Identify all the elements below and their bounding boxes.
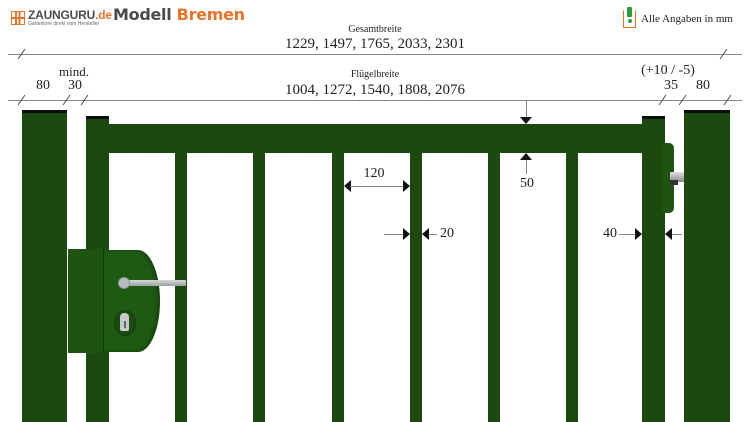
units-note-text: Alle Angaben in mm — [641, 13, 733, 25]
arrow-left-icon — [665, 228, 672, 240]
post-cap — [684, 110, 730, 113]
stile-cap — [86, 116, 109, 119]
lock-box — [104, 250, 160, 352]
frame-dim-line — [619, 234, 635, 235]
model-title: Modell Bremen — [113, 5, 245, 24]
arrow-right-icon — [635, 228, 642, 240]
door-handle-icon — [124, 280, 186, 286]
lock-plate — [68, 249, 104, 353]
picket — [332, 153, 344, 422]
picket — [175, 153, 187, 422]
top-rail — [109, 124, 644, 153]
rail-dim-line — [526, 100, 527, 117]
rail-height-dim: 50 — [520, 176, 534, 191]
picket-width-dim-line — [429, 234, 437, 235]
brand-logo: ZAUNGURU.de Gartentore direkt vom Herste… — [11, 8, 112, 28]
arrow-left-icon — [344, 180, 351, 192]
post-cap — [22, 110, 67, 113]
keyhole-icon — [123, 321, 126, 328]
left-gap-prefix: mind. — [59, 64, 89, 79]
picket — [410, 153, 422, 422]
units-note: Alle Angaben in mm — [623, 7, 733, 28]
arrow-down-icon — [520, 117, 532, 124]
fence-logo-icon — [11, 11, 25, 25]
hinge-bolt — [670, 172, 686, 182]
arrow-up-icon — [520, 153, 532, 160]
rail-dim-line — [526, 160, 527, 174]
handle-rose — [118, 277, 130, 289]
arrow-right-icon — [403, 180, 410, 192]
gate-stile-right — [642, 116, 665, 422]
logo-tagline: Gartentore direkt vom Hersteller — [28, 21, 100, 27]
logo-name: ZAUNGURU.de — [28, 8, 112, 22]
picket — [566, 153, 578, 422]
picket-width-dim-line — [384, 234, 403, 235]
left-post — [22, 110, 67, 422]
hinge — [662, 143, 674, 213]
exclamation-info-icon — [623, 7, 636, 28]
arrow-left-icon — [422, 228, 429, 240]
wing-width-values: 1004, 1272, 1540, 1808, 2076 — [285, 82, 465, 98]
picket-spacing-dim: 120 — [363, 166, 385, 181]
arrow-right-icon — [403, 228, 410, 240]
picket-width-dim: 20 — [440, 226, 454, 241]
hinge-nut — [670, 180, 678, 185]
frame-dim-line — [672, 234, 682, 235]
right-tolerance: (+10 / -5) — [641, 63, 695, 78]
right-gap-dim: 35 — [664, 78, 678, 93]
wing-width-label: Flügelbreite — [350, 69, 400, 80]
picket — [488, 153, 500, 422]
wing-width-line — [8, 100, 742, 101]
frame-width-dim: 40 — [603, 226, 617, 241]
picket — [253, 153, 265, 422]
total-width-values: 1229, 1497, 1765, 2033, 2301 — [285, 36, 465, 52]
right-post-dim: 80 — [696, 78, 710, 93]
stile-cap — [642, 116, 665, 119]
right-post — [684, 110, 730, 422]
total-width-label: Gesamtbreite — [348, 24, 402, 35]
spacing-dim-line — [350, 186, 403, 187]
total-width-line — [8, 54, 742, 55]
left-post-dim: 80 — [36, 78, 50, 93]
left-gap-dim: 30 — [68, 78, 82, 93]
